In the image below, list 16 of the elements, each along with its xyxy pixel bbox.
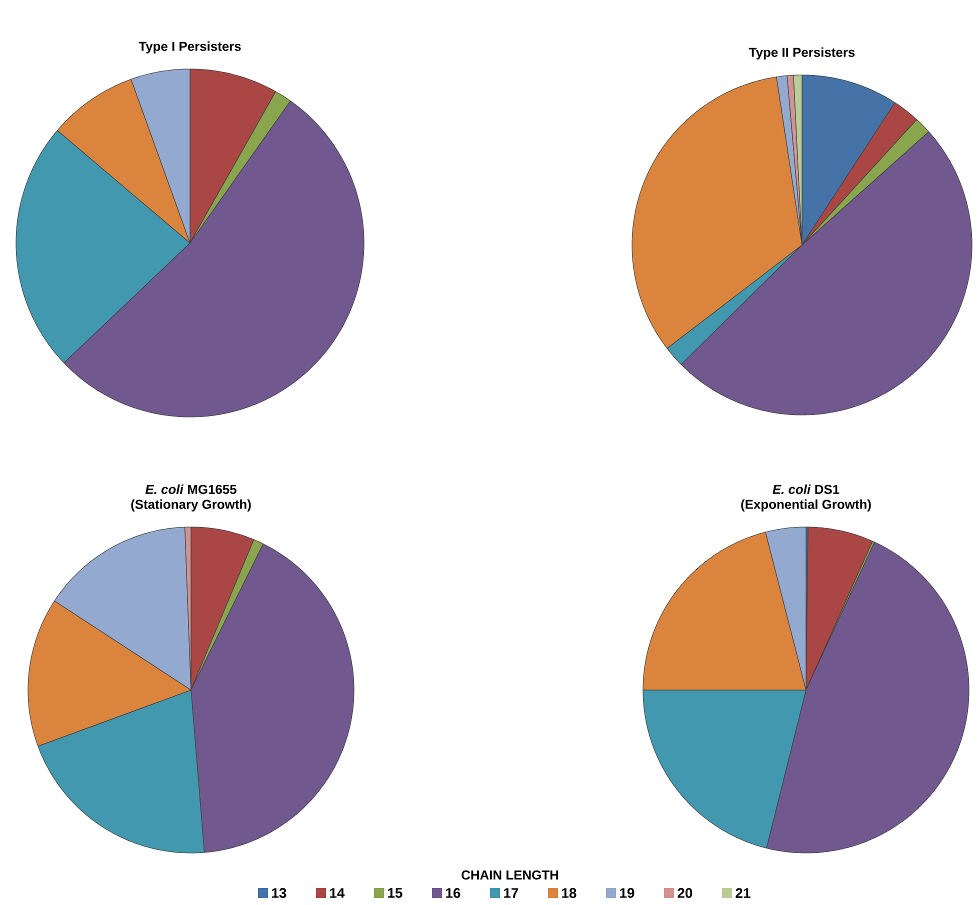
legend-label: 15 (388, 888, 402, 898)
legend-label: 17 (504, 888, 518, 898)
legend-label: 20 (678, 888, 692, 898)
chart-title: Type II Persisters (749, 47, 855, 60)
legend-label: 13 (272, 888, 286, 898)
legend-label: 19 (620, 888, 634, 898)
legend-title: CHAIN LENGTH (462, 870, 558, 880)
legend-label: 18 (562, 888, 576, 898)
legend-label: 14 (330, 888, 345, 898)
legend-label: 21 (736, 888, 750, 898)
chart-title: Type I Persisters (138, 41, 241, 54)
legend-label: 16 (446, 888, 460, 898)
chart-subtitle: (Exponential Growth) (741, 499, 871, 512)
chart-title: E. coli DS1 (772, 484, 840, 494)
chart-subtitle: (Stationary Growth) (131, 499, 251, 512)
chart-title: E. coli MG1655 (145, 484, 236, 494)
